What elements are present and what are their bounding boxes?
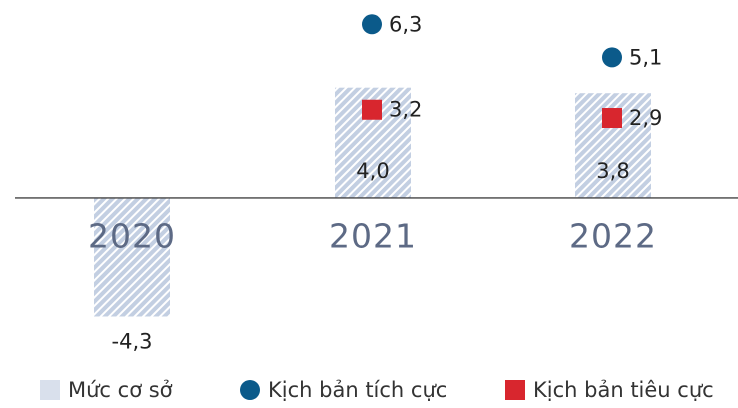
legend-marker — [40, 380, 60, 400]
x-tick-label: 2021 — [329, 217, 417, 256]
value-label: 5,1 — [629, 45, 662, 69]
legend-label: Mức cơ sở — [68, 378, 173, 402]
x-tick-label: 2020 — [88, 217, 176, 256]
legend-marker — [505, 380, 525, 400]
value-label: 2,9 — [629, 106, 662, 130]
value-label: 6,3 — [389, 12, 422, 36]
value-label: 3,8 — [596, 159, 629, 183]
legend-marker — [240, 380, 260, 400]
point — [362, 99, 382, 120]
value-label: 3,2 — [389, 98, 422, 122]
point — [602, 47, 622, 68]
value-label: 4,0 — [356, 159, 389, 183]
bar — [94, 197, 170, 317]
legend-label: Kịch bản tích cực — [268, 378, 447, 402]
value-label: -4,3 — [112, 329, 153, 353]
point — [362, 14, 382, 35]
point — [602, 108, 622, 129]
x-tick-label: 2022 — [569, 217, 657, 256]
legend-label: Kịch bản tiêu cực — [533, 378, 714, 402]
